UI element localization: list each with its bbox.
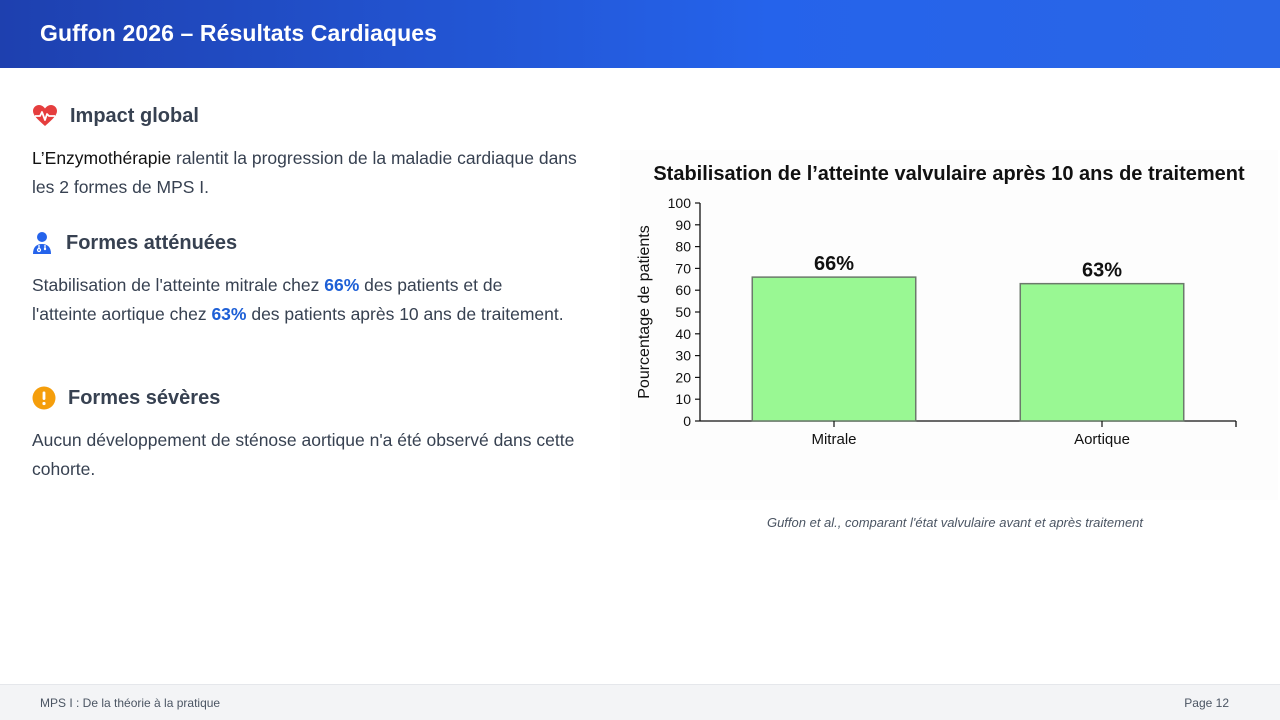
highlight-mitrale: 66% (324, 275, 360, 295)
exclamation-circle-icon (32, 385, 56, 411)
y-tick-label: 50 (675, 304, 691, 320)
section-impact-global: Impact global L’Enzymothérapie ralentit … (32, 100, 594, 202)
y-tick-label: 60 (675, 282, 691, 298)
bar-chart: Stabilisation de l’atteinte valvulaire a… (620, 150, 1278, 500)
bar-mitrale (751, 276, 917, 422)
bar-aortique (1019, 282, 1185, 422)
section-text: Aucun développement de sténose aortique … (32, 430, 575, 479)
y-tick-label: 80 (675, 239, 691, 255)
y-tick-label: 90 (675, 217, 691, 233)
user-doctor-icon (32, 230, 52, 256)
heart-pulse-icon (32, 103, 58, 129)
y-tick-label: 10 (675, 391, 691, 407)
y-axis-label: Pourcentage de patients (636, 225, 653, 398)
data-label: 66% (814, 253, 854, 275)
section-text: L’Enzymothérapie ralentit la progression… (32, 144, 594, 202)
footer-bar: MPS I : De la théorie à la pratique Page… (0, 684, 1280, 720)
footer-title: MPS I : De la théorie à la pratique (40, 696, 221, 710)
body-text: Stabilisation de l'atteinte mitrale chez (32, 275, 325, 295)
body-text: des patients et de l'atteinte aortique c… (32, 275, 503, 324)
y-tick-label: 40 (675, 326, 691, 342)
section-formes-severes: Formes sévères Aucun développement de st… (32, 382, 597, 484)
highlight-aortique: 63% (211, 304, 247, 324)
chart-title: Stabilisation de l’atteinte valvulaire a… (653, 163, 1245, 185)
section-text: Stabilisation de l'atteinte mitrale chez… (32, 271, 567, 329)
x-tick-label: Mitrale (811, 431, 856, 448)
y-tick-label: 30 (675, 348, 691, 364)
body-text: des patients après 10 ans de traitement. (246, 304, 564, 324)
page-number: Page 12 (1184, 696, 1229, 710)
section-formes-attenuees: Formes atténuées Stabilisation de l'atte… (32, 227, 567, 329)
bar-chart-svg: Stabilisation de l’atteinte valvulaire a… (636, 163, 1245, 448)
chart-caption: Guffon et al., comparant l'état valvulai… (766, 515, 1144, 530)
x-tick-label: Aortique (1074, 431, 1130, 448)
page-title: Guffon 2026 – Résultats Cardiaques (40, 20, 438, 46)
header-bar: Guffon 2026 – Résultats Cardiaques (0, 0, 1280, 68)
body-text: ralentit la progression de la maladie ca… (32, 148, 577, 197)
y-tick-label: 0 (683, 413, 691, 429)
y-tick-label: 20 (675, 369, 691, 385)
section-title: Formes atténuées (66, 231, 238, 254)
y-tick-label: 70 (675, 260, 691, 276)
y-tick-label: 100 (668, 195, 692, 211)
section-title: Impact global (70, 104, 199, 127)
section-title: Formes sévères (68, 386, 221, 409)
emphasis-text: L’Enzymothérapie (32, 148, 172, 168)
data-label: 63% (1082, 260, 1122, 282)
